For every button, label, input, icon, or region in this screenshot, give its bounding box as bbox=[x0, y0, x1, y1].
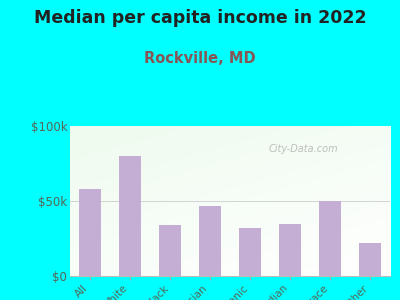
Text: City-Data.com: City-Data.com bbox=[269, 143, 338, 154]
Text: Rockville, MD: Rockville, MD bbox=[144, 51, 256, 66]
Bar bbox=[79, 189, 101, 276]
Bar bbox=[199, 206, 221, 276]
Bar bbox=[119, 156, 141, 276]
Bar bbox=[239, 228, 261, 276]
Bar bbox=[359, 243, 381, 276]
Text: Median per capita income in 2022: Median per capita income in 2022 bbox=[34, 9, 366, 27]
Bar bbox=[279, 224, 301, 276]
Bar bbox=[159, 225, 181, 276]
Bar bbox=[319, 201, 341, 276]
